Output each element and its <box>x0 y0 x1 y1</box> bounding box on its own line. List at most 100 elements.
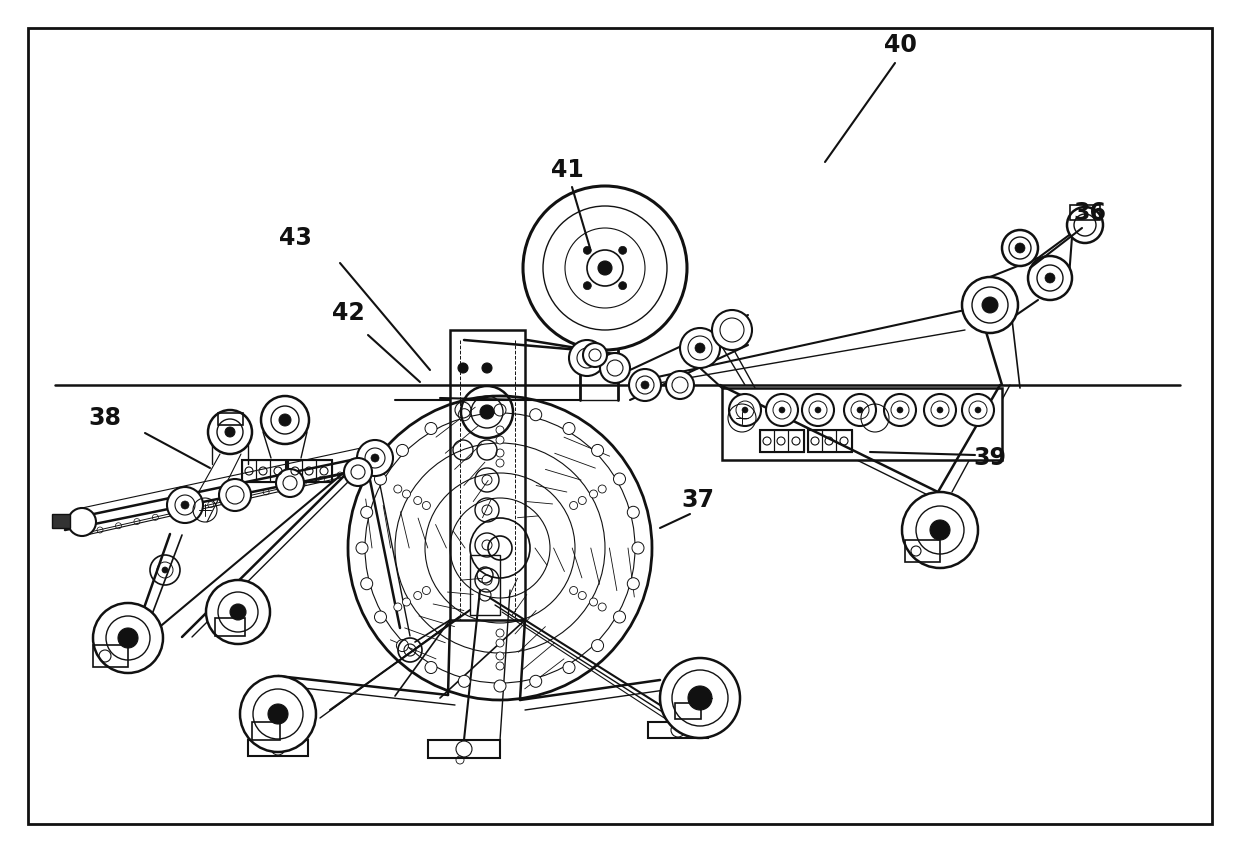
Circle shape <box>629 369 661 401</box>
Circle shape <box>397 445 408 457</box>
Circle shape <box>680 328 720 368</box>
Bar <box>649 722 708 738</box>
Circle shape <box>496 459 503 467</box>
Circle shape <box>627 506 640 518</box>
Bar <box>303 460 316 482</box>
Bar <box>288 460 332 482</box>
Circle shape <box>897 407 903 413</box>
Circle shape <box>666 371 694 399</box>
Bar <box>1070 205 1100 220</box>
Circle shape <box>815 407 821 413</box>
Circle shape <box>241 676 316 752</box>
Circle shape <box>361 506 373 518</box>
Circle shape <box>962 394 994 426</box>
Circle shape <box>425 423 436 435</box>
Bar <box>760 430 774 452</box>
Bar <box>252 722 280 740</box>
Circle shape <box>397 640 408 652</box>
Circle shape <box>93 603 162 673</box>
Circle shape <box>374 611 387 623</box>
Circle shape <box>206 580 270 644</box>
Circle shape <box>688 686 712 710</box>
Bar <box>675 703 701 719</box>
Circle shape <box>496 436 503 444</box>
Circle shape <box>802 394 835 426</box>
Circle shape <box>591 640 604 652</box>
Text: 40: 40 <box>884 33 916 57</box>
Circle shape <box>1016 243 1025 253</box>
Circle shape <box>569 340 605 376</box>
Bar <box>242 460 286 482</box>
Circle shape <box>975 407 981 413</box>
Circle shape <box>459 676 470 688</box>
Circle shape <box>844 394 875 426</box>
Circle shape <box>729 394 761 426</box>
Bar <box>722 388 1002 460</box>
Circle shape <box>425 661 436 674</box>
Circle shape <box>982 297 998 313</box>
Text: 37: 37 <box>682 488 714 512</box>
Text: 41: 41 <box>551 158 583 182</box>
Bar <box>450 330 525 620</box>
Circle shape <box>496 639 503 647</box>
Circle shape <box>563 423 575 435</box>
Circle shape <box>494 404 506 416</box>
Circle shape <box>496 426 503 434</box>
Circle shape <box>361 578 373 590</box>
Circle shape <box>118 628 138 648</box>
Circle shape <box>589 598 598 606</box>
Circle shape <box>162 567 167 573</box>
Bar <box>218 413 243 425</box>
Circle shape <box>742 407 748 413</box>
Circle shape <box>371 454 379 462</box>
Circle shape <box>930 520 950 540</box>
Text: 38: 38 <box>88 406 122 430</box>
Bar <box>774 430 787 452</box>
Circle shape <box>598 261 613 275</box>
Circle shape <box>569 502 578 509</box>
Text: 43: 43 <box>279 226 311 250</box>
Circle shape <box>480 405 494 419</box>
Circle shape <box>619 282 626 290</box>
Bar <box>248 740 308 756</box>
Circle shape <box>591 445 604 457</box>
Circle shape <box>423 502 430 509</box>
Circle shape <box>394 603 402 611</box>
Circle shape <box>343 458 372 486</box>
Circle shape <box>356 542 368 554</box>
Bar <box>93 645 128 667</box>
Circle shape <box>627 578 640 590</box>
Circle shape <box>766 394 799 426</box>
Circle shape <box>694 343 706 353</box>
Circle shape <box>229 604 246 620</box>
Bar <box>905 540 940 562</box>
Circle shape <box>374 473 387 485</box>
Circle shape <box>901 492 978 568</box>
Circle shape <box>414 591 422 600</box>
Circle shape <box>224 427 236 437</box>
Text: 36: 36 <box>1074 201 1106 225</box>
Bar <box>836 430 852 452</box>
Circle shape <box>277 469 304 497</box>
Circle shape <box>482 363 492 373</box>
Circle shape <box>1028 256 1073 300</box>
Circle shape <box>600 353 630 383</box>
Circle shape <box>583 343 608 367</box>
Circle shape <box>459 409 470 421</box>
Circle shape <box>414 497 422 504</box>
Bar <box>808 430 822 452</box>
Circle shape <box>357 440 393 476</box>
Circle shape <box>394 485 402 493</box>
Circle shape <box>458 363 467 373</box>
Circle shape <box>219 479 250 511</box>
Circle shape <box>496 662 503 670</box>
Circle shape <box>583 282 591 290</box>
Circle shape <box>529 409 542 421</box>
Text: 39: 39 <box>973 446 1007 470</box>
Circle shape <box>529 676 542 688</box>
Circle shape <box>589 490 598 498</box>
Circle shape <box>660 658 740 738</box>
Bar <box>255 460 270 482</box>
Circle shape <box>1045 273 1055 283</box>
Circle shape <box>268 704 288 724</box>
